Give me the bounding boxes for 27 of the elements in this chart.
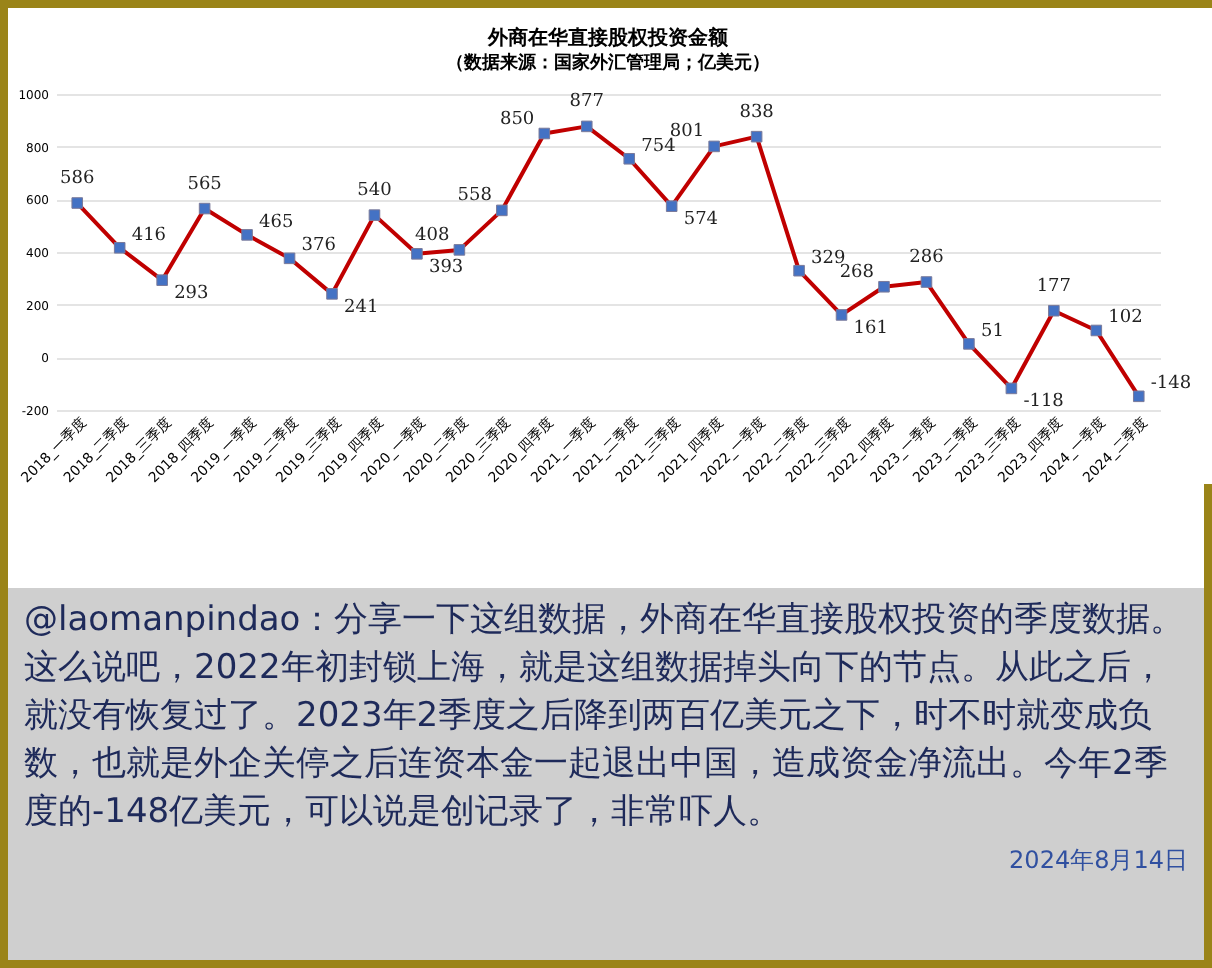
data-label: 540 [357, 181, 393, 202]
data-label: 877 [569, 92, 605, 113]
data-label: 850 [499, 109, 535, 130]
data-label: -118 [1023, 392, 1065, 413]
data-label: 574 [683, 210, 719, 231]
data-label: 102 [1108, 308, 1143, 329]
data-label: 241 [344, 297, 379, 318]
data-label: 465 [259, 212, 294, 233]
data-label: -148 [1150, 374, 1192, 395]
data-label: 586 [60, 169, 95, 190]
chart-title: 外商在华直接股权投资金额 [486, 26, 730, 50]
data-label: 177 [1036, 276, 1072, 297]
data-label: 416 [131, 225, 167, 246]
data-label: 565 [187, 174, 223, 195]
data-label: 51 [980, 321, 1004, 342]
data-label: 286 [909, 248, 945, 269]
chart-subtitle: （数据来源：国家外汇管理局；亿美元） [446, 52, 770, 74]
data-label: 408 [415, 225, 450, 246]
text: 2024年8月14日 [1007, 844, 1188, 878]
data-label: 838 [739, 102, 775, 123]
data-label: 161 [853, 318, 888, 339]
text: @laomanpindao：分享一下这组数据，外商在华直接股权投资的季度数据。这么说吧，2022年初封锁上海，就是这组数据掉头向下的节点。从此之后，就没有恢复过了。2023年2季度之后降到两百亿美元之下，时不时就变成负数，也就是外企关停之后连资本金一起退出中国，造成资金净流出。今年2季度的-148亿美元，可以说是创记录了，非常吓人。 [24, 598, 1187, 836]
data-label: 293 [174, 284, 210, 305]
data-label: 376 [301, 236, 337, 257]
data-label: 558 [457, 186, 493, 207]
data-label: 754 [641, 136, 677, 157]
data-label: 393 [428, 257, 464, 278]
